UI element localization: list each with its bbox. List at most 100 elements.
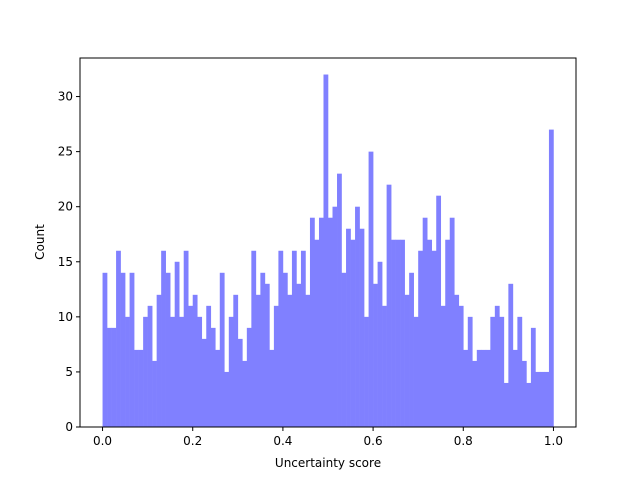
y-tick-label: 5 bbox=[65, 365, 73, 379]
bar bbox=[291, 250, 297, 427]
bar bbox=[373, 283, 378, 427]
bar bbox=[116, 250, 121, 427]
bar bbox=[287, 294, 293, 427]
bar bbox=[107, 327, 112, 427]
bar bbox=[300, 250, 306, 427]
bar bbox=[485, 349, 491, 427]
bar bbox=[273, 305, 279, 427]
x-tick-label: 0.8 bbox=[454, 434, 473, 448]
bar bbox=[255, 294, 261, 427]
bar bbox=[278, 250, 284, 427]
y-tick-label: 15 bbox=[58, 255, 73, 269]
y-tick-label: 25 bbox=[58, 145, 73, 159]
bar bbox=[125, 316, 130, 427]
bar bbox=[386, 184, 392, 427]
bar bbox=[165, 272, 171, 427]
bar bbox=[454, 294, 460, 427]
bar bbox=[494, 305, 500, 427]
bar bbox=[179, 316, 185, 427]
bar bbox=[260, 272, 266, 427]
bar bbox=[404, 294, 410, 427]
bar bbox=[391, 239, 396, 427]
bar bbox=[535, 371, 541, 427]
bar bbox=[251, 250, 257, 427]
bar bbox=[138, 349, 144, 427]
bar bbox=[237, 338, 243, 427]
bar bbox=[264, 283, 270, 427]
bar bbox=[233, 294, 239, 427]
bar bbox=[476, 349, 482, 427]
bar bbox=[129, 272, 135, 427]
x-tick-label: 0.0 bbox=[93, 434, 112, 448]
bar bbox=[548, 129, 554, 427]
bar bbox=[296, 283, 302, 427]
bar bbox=[409, 272, 414, 427]
bar bbox=[192, 294, 198, 427]
bar bbox=[544, 371, 550, 427]
x-tick-label: 0.6 bbox=[364, 434, 383, 448]
y-tick-label: 0 bbox=[65, 420, 73, 434]
bar bbox=[539, 371, 545, 427]
bar bbox=[440, 305, 446, 427]
bar bbox=[463, 349, 469, 427]
bar bbox=[201, 338, 207, 427]
bar bbox=[323, 74, 329, 427]
y-tick-label: 20 bbox=[58, 200, 73, 214]
bar bbox=[481, 349, 487, 427]
bar bbox=[219, 272, 225, 427]
bar bbox=[337, 173, 342, 427]
bar bbox=[147, 305, 153, 427]
bar bbox=[521, 360, 527, 427]
bar bbox=[332, 206, 338, 427]
bar bbox=[400, 239, 405, 427]
bar bbox=[467, 316, 473, 427]
bar bbox=[120, 272, 126, 427]
bar bbox=[242, 360, 248, 427]
bar bbox=[161, 250, 166, 427]
bar bbox=[215, 349, 221, 427]
bar bbox=[111, 327, 117, 427]
bar bbox=[526, 382, 532, 427]
bar bbox=[309, 217, 315, 427]
bar bbox=[436, 195, 442, 427]
bar bbox=[143, 316, 148, 427]
bar bbox=[102, 272, 108, 427]
bar bbox=[206, 305, 212, 427]
bar bbox=[350, 239, 356, 427]
bar bbox=[152, 360, 157, 427]
bar bbox=[449, 217, 455, 427]
bar bbox=[346, 228, 351, 427]
x-axis-label: Uncertainty score bbox=[275, 456, 381, 470]
x-tick-label: 1.0 bbox=[544, 434, 563, 448]
bar bbox=[472, 360, 478, 427]
x-tick-label: 0.2 bbox=[183, 434, 202, 448]
bar bbox=[422, 217, 428, 427]
bar bbox=[224, 371, 230, 427]
y-tick-label: 10 bbox=[58, 310, 73, 324]
bar bbox=[382, 305, 387, 427]
bar bbox=[156, 294, 162, 427]
bar bbox=[499, 316, 505, 427]
plot-frame bbox=[79, 57, 577, 428]
bar bbox=[210, 327, 216, 427]
bar bbox=[359, 228, 365, 427]
bar bbox=[228, 316, 234, 427]
bar bbox=[282, 272, 288, 427]
y-axis-label: Count bbox=[33, 224, 47, 260]
bar bbox=[368, 151, 374, 427]
bar bbox=[328, 217, 333, 427]
bar bbox=[355, 206, 360, 427]
bar bbox=[490, 316, 496, 427]
bar bbox=[503, 382, 509, 427]
bar bbox=[445, 239, 451, 427]
bar bbox=[246, 327, 252, 427]
bar bbox=[170, 316, 175, 427]
bar bbox=[427, 239, 433, 427]
bar bbox=[318, 217, 324, 427]
bar bbox=[395, 239, 401, 427]
x-tick-label: 0.4 bbox=[273, 434, 292, 448]
bar bbox=[364, 316, 369, 427]
bar bbox=[517, 316, 523, 427]
bar bbox=[314, 239, 320, 427]
